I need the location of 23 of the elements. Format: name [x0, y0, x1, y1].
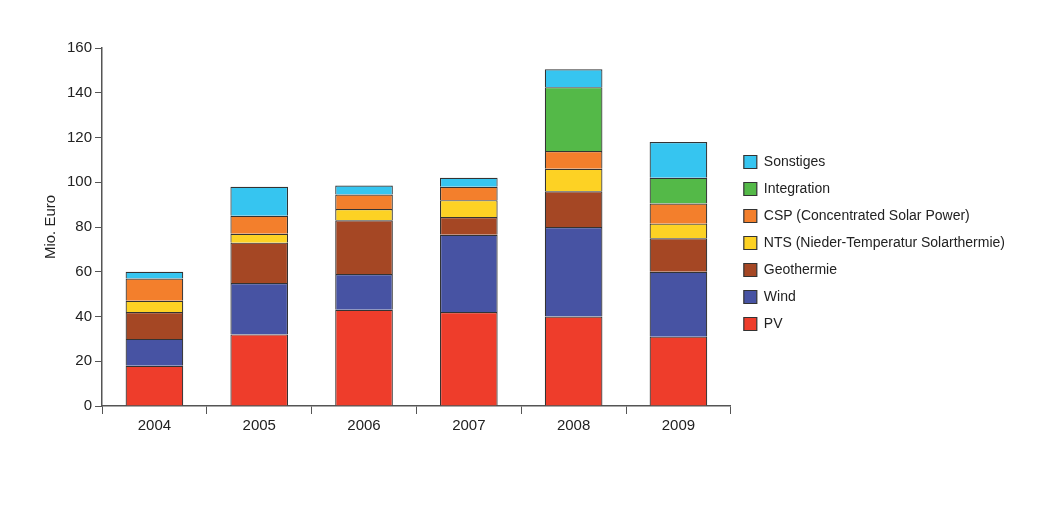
y-tick-label: 0	[83, 396, 93, 414]
legend-label: Integration	[763, 179, 830, 196]
y-tick-label: 120	[67, 127, 93, 145]
x-tick-label: 2006	[347, 416, 381, 434]
y-tick-label: 160	[67, 38, 93, 56]
legend-label: Wind	[763, 287, 796, 304]
y-axis-title: Mio. Euro	[41, 194, 59, 260]
x-tick-label: 2005	[242, 416, 276, 434]
y-tick-label: 80	[75, 217, 93, 235]
legend-label: Geothermie	[763, 260, 838, 277]
y-tick-label: 40	[75, 306, 93, 324]
legend-label: PV	[763, 314, 784, 331]
y-tick-label: 60	[75, 261, 93, 279]
x-tick-label: 2004	[137, 416, 172, 434]
y-tick-label: 20	[75, 351, 93, 369]
legend-label: CSP (Concentrated Solar Power)	[763, 206, 970, 223]
x-tick-label: 2007	[452, 416, 486, 434]
legend-label: NTS (Nieder-Temperatur Solarthermie)	[763, 233, 1006, 250]
legend-label: Sonstiges	[763, 152, 826, 169]
x-tick-label: 2009	[661, 416, 696, 434]
y-tick-label: 140	[67, 82, 93, 100]
x-tick-label: 2008	[556, 416, 591, 434]
y-tick-label: 100	[67, 172, 93, 190]
